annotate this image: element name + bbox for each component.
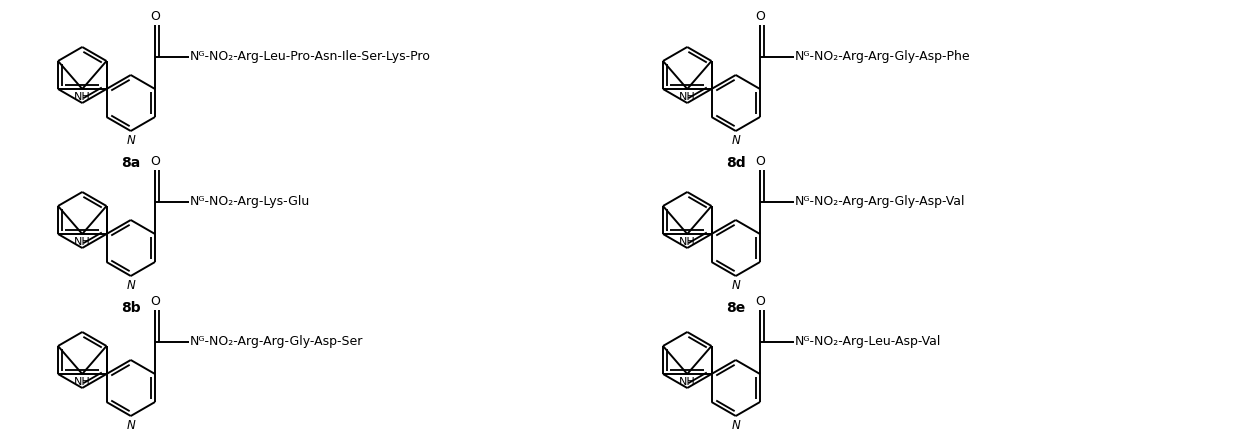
- Text: Nᴳ-NO₂-Arg-Arg-Gly-Asp-Phe: Nᴳ-NO₂-Arg-Arg-Gly-Asp-Phe: [795, 50, 970, 63]
- Text: NH: NH: [678, 237, 696, 247]
- Text: NH: NH: [678, 377, 696, 387]
- Text: O: O: [150, 10, 160, 23]
- Text: O: O: [755, 10, 765, 23]
- Text: N: N: [126, 419, 135, 432]
- Text: Nᴳ-NO₂-Arg-Lys-Glu: Nᴳ-NO₂-Arg-Lys-Glu: [190, 195, 310, 208]
- Text: N: N: [732, 279, 740, 292]
- Text: O: O: [755, 294, 765, 307]
- Text: O: O: [150, 294, 160, 307]
- Text: NH: NH: [74, 377, 91, 387]
- Text: 8d: 8d: [725, 155, 745, 170]
- Text: O: O: [150, 155, 160, 168]
- Text: Nᴳ-NO₂-Arg-Leu-Pro-Asn-Ile-Ser-Lys-Pro: Nᴳ-NO₂-Arg-Leu-Pro-Asn-Ile-Ser-Lys-Pro: [190, 50, 430, 63]
- Text: Nᴳ-NO₂-Arg-Leu-Asp-Val: Nᴳ-NO₂-Arg-Leu-Asp-Val: [795, 335, 941, 348]
- Text: Nᴳ-NO₂-Arg-Arg-Gly-Asp-Val: Nᴳ-NO₂-Arg-Arg-Gly-Asp-Val: [795, 195, 965, 208]
- Text: N: N: [732, 419, 740, 432]
- Text: O: O: [755, 155, 765, 168]
- Text: 8a: 8a: [122, 155, 140, 170]
- Text: NH: NH: [678, 92, 696, 102]
- Text: Nᴳ-NO₂-Arg-Arg-Gly-Asp-Ser: Nᴳ-NO₂-Arg-Arg-Gly-Asp-Ser: [190, 335, 363, 348]
- Text: N: N: [732, 134, 740, 147]
- Text: N: N: [126, 279, 135, 292]
- Text: NH: NH: [74, 92, 91, 102]
- Text: 8b: 8b: [122, 301, 140, 315]
- Text: NH: NH: [74, 237, 91, 247]
- Text: N: N: [126, 134, 135, 147]
- Text: 8e: 8e: [727, 301, 745, 315]
